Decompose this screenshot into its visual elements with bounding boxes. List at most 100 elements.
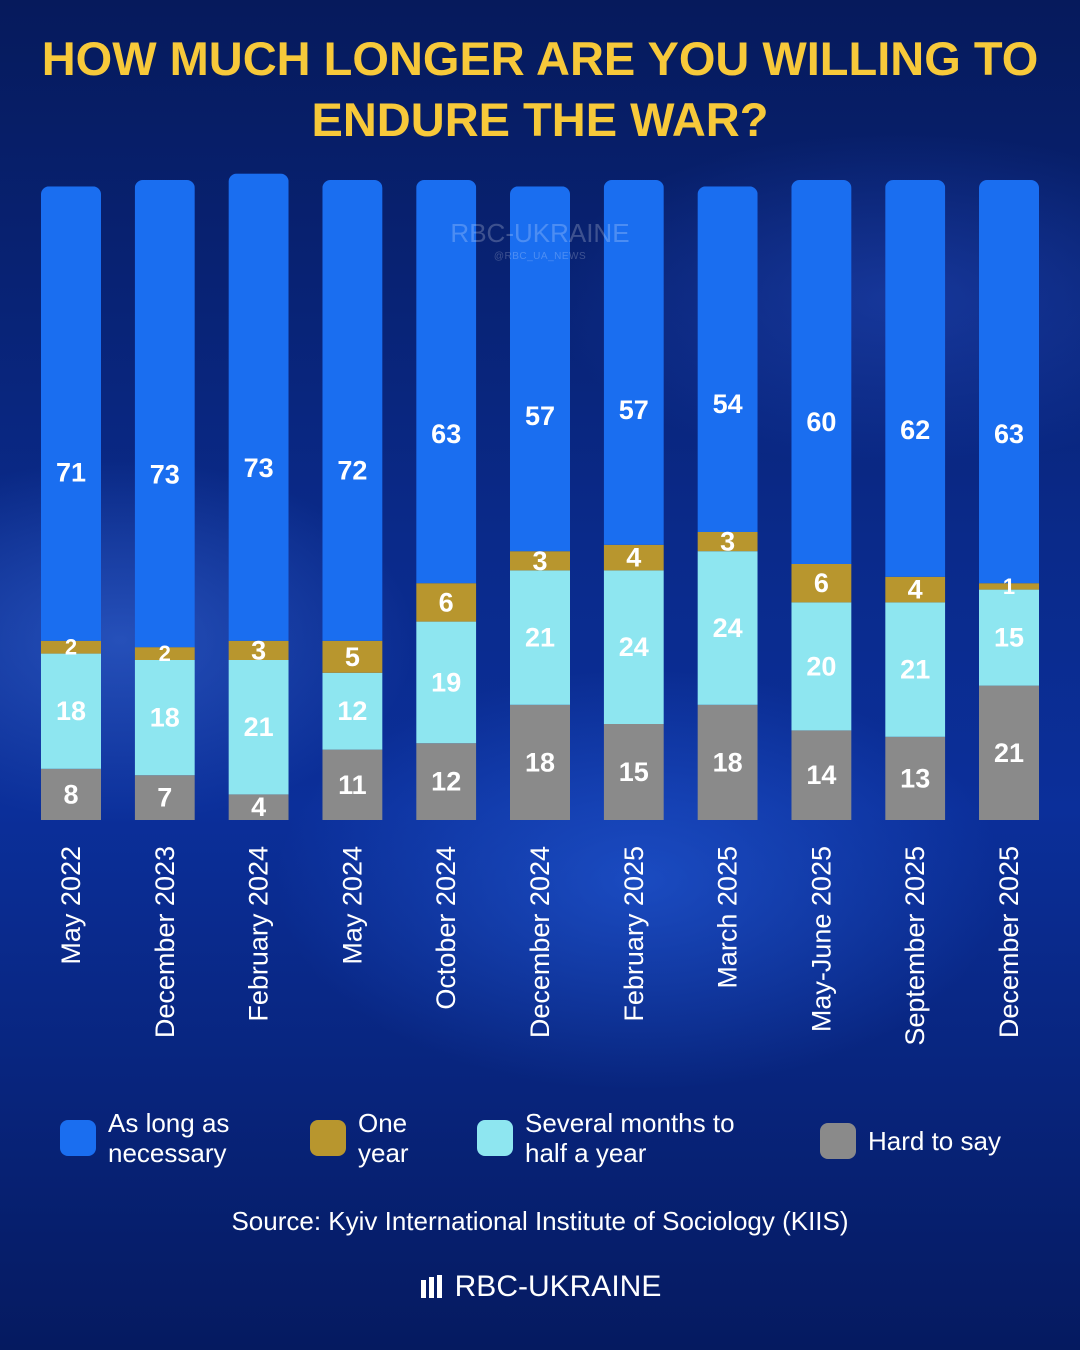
category-label: October 2024 <box>431 846 461 1010</box>
bar-stack <box>791 180 852 820</box>
data-label-one-year: 3 <box>720 527 735 557</box>
bar-stack <box>228 173 289 820</box>
data-label-as-long: 54 <box>713 389 743 419</box>
data-label-one-year: 4 <box>908 575 923 605</box>
data-label-one-year: 6 <box>439 587 454 617</box>
bar-segment-one-year <box>416 583 477 622</box>
data-label-months: 15 <box>994 623 1024 653</box>
category-label: September 2025 <box>900 846 930 1046</box>
bar-segment-one-year <box>603 544 664 571</box>
stacked-bar-chart: 8 18 2 71 May 2022 7 18 2 73 December 2023 4 21 3 73 F… <box>41 173 1039 1046</box>
bar-segment-hard <box>885 736 946 820</box>
bar-segment-hard <box>134 775 195 820</box>
data-label-months: 21 <box>525 623 555 653</box>
bar-segment-hard <box>603 724 664 820</box>
bar-segment-as-long <box>510 186 570 552</box>
brand-name: RBC-UKRAINE <box>454 1270 662 1303</box>
legend-item-one-year: One year <box>310 1108 409 1168</box>
bar-stack <box>134 180 195 820</box>
data-label-hard: 18 <box>713 747 743 777</box>
data-label-hard: 21 <box>994 738 1024 768</box>
legend-item-months: Several months to half a year <box>477 1108 735 1168</box>
data-label-hard: 12 <box>431 767 461 797</box>
bar-segment-one-year <box>134 647 195 660</box>
bar-segment-months <box>697 551 758 705</box>
bar-stack <box>697 186 758 820</box>
data-label-one-year: 1 <box>1003 574 1015 599</box>
bar-stack <box>885 180 946 820</box>
category-label: February 2024 <box>244 846 274 1022</box>
legend-swatch-one-year <box>310 1120 346 1156</box>
data-label-hard: 8 <box>63 779 78 809</box>
data-label-one-year: 2 <box>65 635 77 660</box>
data-label-as-long: 57 <box>619 395 649 425</box>
data-label-months: 24 <box>713 613 743 643</box>
category-label: February 2025 <box>619 846 649 1022</box>
rbc-logo-icon <box>420 1275 442 1298</box>
bar-segment-one-year <box>885 576 946 603</box>
bar-segment-one-year <box>228 640 289 660</box>
bar-segment-hard <box>510 704 570 820</box>
data-label-as-long: 73 <box>150 459 180 489</box>
bar-segment-hard <box>791 730 852 820</box>
data-label-months: 18 <box>150 703 180 733</box>
data-label-one-year: 3 <box>532 546 547 576</box>
bar-segment-months <box>322 672 383 750</box>
data-label-as-long: 71 <box>56 458 86 488</box>
data-label-hard: 7 <box>157 783 172 813</box>
data-label-one-year: 6 <box>814 568 829 598</box>
bar-stack <box>416 180 477 820</box>
data-label-as-long: 60 <box>806 407 836 437</box>
bar-segment-hard <box>322 749 383 820</box>
legend-label-months: Several months to half a year <box>525 1108 735 1168</box>
legend: As long as necessary One year Several mo… <box>0 1108 1080 1178</box>
bar-segment-one-year <box>979 583 1039 590</box>
chart-title: HOW MUCH LONGER ARE YOU WILLING TO ENDUR… <box>41 32 1039 146</box>
data-label-as-long: 72 <box>337 455 367 485</box>
bar-segment-months <box>228 660 289 795</box>
data-label-hard: 11 <box>338 770 367 800</box>
data-label-as-long: 73 <box>244 453 274 483</box>
bar-segment-as-long <box>322 180 383 641</box>
bar-segment-one-year <box>41 640 101 654</box>
data-label-hard: 14 <box>806 760 836 790</box>
bar-stack <box>322 180 383 820</box>
category-label: December 2024 <box>525 846 555 1038</box>
legend-swatch-months <box>477 1120 513 1156</box>
data-label-hard: 18 <box>525 747 555 777</box>
bar-segment-as-long <box>979 180 1039 584</box>
bar-segment-hard <box>416 743 477 820</box>
category-label: December 2023 <box>150 846 180 1038</box>
bar-segment-as-long <box>134 180 195 648</box>
data-label-months: 21 <box>900 655 930 685</box>
bar-segment-one-year <box>510 551 570 571</box>
data-label-as-long: 63 <box>431 419 461 449</box>
bar-segment-months <box>510 570 570 705</box>
legend-item-as-long: As long as necessary <box>60 1108 229 1168</box>
data-label-as-long: 57 <box>525 401 555 431</box>
bar-segment-hard <box>697 704 758 820</box>
data-label-months: 12 <box>337 696 367 726</box>
bar-segment-months <box>41 653 101 769</box>
bar-segment-months <box>134 660 195 776</box>
bar-segment-as-long <box>41 186 101 641</box>
bar-segment-hard <box>979 685 1039 820</box>
legend-item-hard: Hard to say <box>820 1123 1001 1159</box>
legend-label-one-year: One year <box>358 1108 409 1168</box>
data-label-hard: 15 <box>619 757 649 787</box>
data-label-as-long: 62 <box>900 415 930 445</box>
bar-segment-as-long <box>697 186 758 532</box>
category-label: May 2022 <box>56 846 86 965</box>
bar-segment-hard <box>41 768 101 820</box>
category-label: March 2025 <box>713 846 743 989</box>
data-label-months: 24 <box>619 632 649 662</box>
legend-swatch-hard <box>820 1123 856 1159</box>
bar-stack <box>979 180 1039 820</box>
bar-segment-months <box>791 602 852 731</box>
data-label-one-year: 4 <box>626 543 641 573</box>
legend-swatch-as-long <box>60 1120 96 1156</box>
data-label-months: 20 <box>806 651 836 681</box>
bar-segment-months <box>979 589 1039 686</box>
brand-footer: RBC-UKRAINE <box>0 1270 1080 1304</box>
bar-stack <box>510 186 570 820</box>
